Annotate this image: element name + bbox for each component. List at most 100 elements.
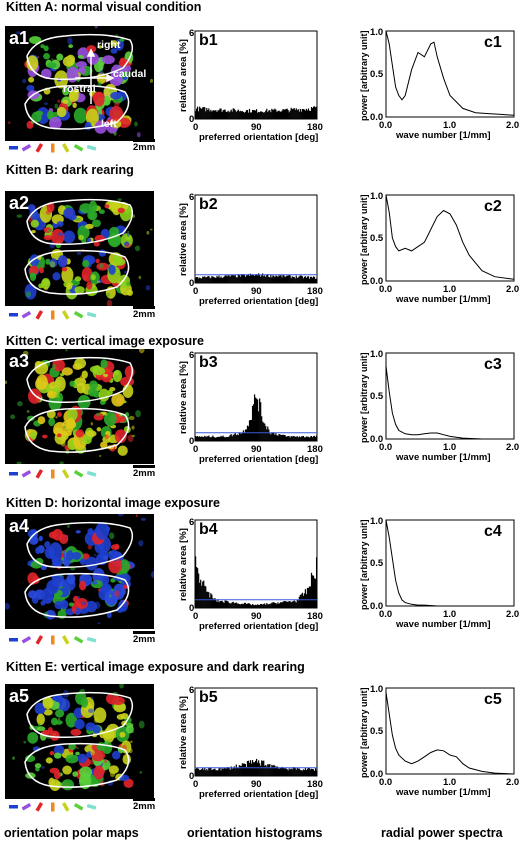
map-domain: [75, 530, 81, 534]
histogram-bar: [298, 111, 300, 119]
map-domain: [34, 361, 49, 375]
map-domain: [138, 720, 145, 729]
histogram-bar: [287, 275, 289, 283]
histogram-bar: [203, 107, 205, 119]
legend-swatch: [35, 802, 44, 812]
histogram-bar: [242, 763, 244, 776]
histogram-bar: [234, 433, 236, 441]
histogram-bar: [209, 277, 211, 283]
histogram-bar: [221, 600, 223, 608]
region-outline: [24, 249, 130, 295]
map-domain: [5, 602, 10, 610]
histogram-bar: [208, 275, 210, 283]
histogram-bar: [293, 600, 295, 608]
map-domain: [93, 554, 97, 556]
histogram-bar: [245, 429, 248, 441]
x-tick-label: 1.0: [443, 609, 456, 620]
histogram-bar: [309, 769, 312, 776]
map-domain: [103, 731, 113, 740]
map-domain: [102, 555, 109, 560]
map-domain: [124, 365, 135, 378]
y-axis-label: power [arbitrary unit]: [359, 194, 369, 285]
map-domain: [135, 410, 141, 418]
histogram-bar: [210, 109, 212, 119]
map-domain: [117, 514, 124, 517]
histogram-bar: [250, 419, 253, 441]
histogram-bar: [247, 112, 250, 119]
map-domain: [98, 209, 105, 215]
region-outline: [26, 521, 134, 569]
legend-swatch: [9, 146, 18, 150]
histogram-bar: [239, 276, 241, 283]
map-domain: [127, 289, 133, 296]
histogram-bar: [195, 556, 197, 608]
map-domain: [62, 765, 72, 775]
histogram-bar: [216, 601, 218, 608]
map-domain: [65, 349, 68, 352]
histogram-bar: [212, 276, 214, 283]
histogram-bar: [197, 768, 199, 776]
histogram-bar: [263, 112, 265, 119]
histogram-bar: [294, 436, 296, 441]
histogram-bar: [271, 108, 273, 119]
map-domain: [26, 85, 35, 92]
x-tick-label: 180: [307, 122, 323, 133]
map-domain: [91, 219, 101, 228]
map-domain: [57, 412, 62, 417]
map-domain: [48, 542, 63, 561]
map-domain: [41, 264, 45, 269]
histogram-bar: [297, 600, 299, 608]
legend-swatch: [73, 144, 84, 152]
histogram-bar: [309, 586, 312, 608]
histogram-bar: [204, 276, 206, 283]
panel-label: c3: [484, 356, 502, 373]
histogram-bar: [230, 603, 232, 608]
map-domain: [97, 45, 103, 49]
map-domain: [79, 375, 85, 382]
map-domain: [53, 694, 64, 703]
histogram-bar: [259, 112, 261, 119]
histogram-bar: [275, 109, 277, 119]
histogram-bar: [286, 769, 288, 776]
histogram-bar: [236, 434, 238, 441]
map-domain: [77, 596, 81, 599]
histogram-bar: [210, 278, 212, 283]
map-domain: [109, 105, 124, 123]
region-outline: [24, 84, 130, 130]
map-domain: [124, 270, 127, 274]
x-tick-label: 0: [193, 779, 198, 790]
histogram-bar: [254, 397, 257, 441]
map-domain: [94, 120, 107, 134]
histogram-bar: [262, 273, 264, 283]
scale-bar-label: 2mm: [133, 801, 156, 812]
histogram-bar: [237, 435, 239, 441]
map-domain: [40, 44, 45, 49]
histogram-bar: [198, 278, 200, 283]
legend-swatch: [9, 472, 18, 476]
region-outline: [26, 198, 134, 246]
map-domain: [86, 281, 93, 290]
scale-bar-label: 2mm: [133, 634, 156, 645]
histogram-bar: [248, 603, 251, 608]
y-tick-label: 0: [189, 603, 194, 614]
histogram-bar: [227, 110, 229, 119]
histogram-bar: [296, 277, 298, 283]
spectrum-line: [385, 519, 514, 607]
panel-label: b4: [199, 521, 218, 538]
map-domain: [79, 203, 92, 214]
scale-bar-line: [133, 798, 155, 801]
histogram-bar: [195, 111, 197, 119]
histogram-bar: [249, 273, 252, 283]
histogram-bar: [200, 579, 202, 608]
histogram-bar: [302, 278, 304, 283]
histogram-bar: [199, 770, 201, 776]
map-domain: [49, 751, 55, 756]
histogram-bar: [298, 436, 300, 441]
histogram-bar: [305, 436, 308, 441]
histogram-bar: [256, 398, 258, 441]
histogram-bar: [310, 572, 313, 608]
x-tick-label: 2.0: [506, 120, 519, 131]
histogram-bar: [292, 108, 294, 119]
map-domain: [36, 374, 48, 390]
